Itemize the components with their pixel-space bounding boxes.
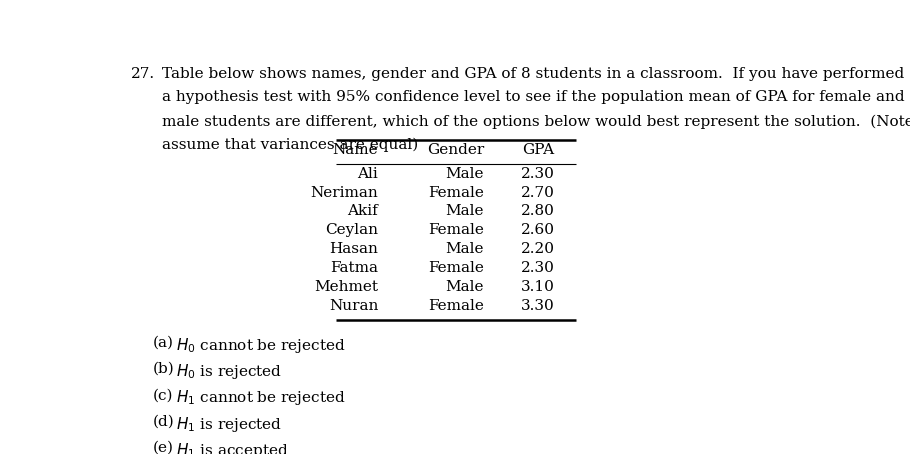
Text: (a): (a) [153, 336, 174, 350]
Text: 2.20: 2.20 [521, 242, 554, 256]
Text: Name: Name [332, 143, 379, 157]
Text: male students are different, which of the options below would best represent the: male students are different, which of th… [162, 114, 910, 128]
Text: Gender: Gender [427, 143, 484, 157]
Text: Neriman: Neriman [310, 186, 379, 200]
Text: Fatma: Fatma [330, 261, 379, 275]
Text: Female: Female [428, 223, 484, 237]
Text: 2.30: 2.30 [521, 261, 554, 275]
Text: Male: Male [446, 167, 484, 181]
Text: Female: Female [428, 186, 484, 200]
Text: (e): (e) [153, 441, 174, 454]
Text: Hasan: Hasan [329, 242, 379, 256]
Text: Nuran: Nuran [329, 299, 379, 313]
Text: (d): (d) [153, 415, 175, 429]
Text: $H_1$ is accepted: $H_1$ is accepted [176, 441, 288, 454]
Text: 2.80: 2.80 [521, 204, 554, 218]
Text: assume that variances are equal): assume that variances are equal) [162, 138, 418, 153]
Text: 2.60: 2.60 [521, 223, 554, 237]
Text: $H_1$ cannot be rejected: $H_1$ cannot be rejected [176, 388, 346, 407]
Text: 3.30: 3.30 [521, 299, 554, 313]
Text: Ceylan: Ceylan [325, 223, 379, 237]
Text: Table below shows names, gender and GPA of 8 students in a classroom.  If you ha: Table below shows names, gender and GPA … [162, 67, 904, 81]
Text: Male: Male [446, 204, 484, 218]
Text: $H_0$ cannot be rejected: $H_0$ cannot be rejected [176, 336, 346, 355]
Text: $H_0$ is rejected: $H_0$ is rejected [176, 362, 282, 381]
Text: a hypothesis test with 95% confidence level to see if the population mean of GPA: a hypothesis test with 95% confidence le… [162, 90, 905, 104]
Text: 2.70: 2.70 [521, 186, 554, 200]
Text: 27.: 27. [131, 67, 156, 81]
Text: Male: Male [446, 280, 484, 294]
Text: 2.30: 2.30 [521, 167, 554, 181]
Text: (c): (c) [153, 388, 173, 402]
Text: $H_1$ is rejected: $H_1$ is rejected [176, 415, 282, 434]
Text: Female: Female [428, 261, 484, 275]
Text: Mehmet: Mehmet [314, 280, 379, 294]
Text: (b): (b) [153, 362, 175, 376]
Text: Female: Female [428, 299, 484, 313]
Text: Male: Male [446, 242, 484, 256]
Text: Ali: Ali [358, 167, 379, 181]
Text: GPA: GPA [522, 143, 554, 157]
Text: Akif: Akif [348, 204, 379, 218]
Text: 3.10: 3.10 [521, 280, 554, 294]
